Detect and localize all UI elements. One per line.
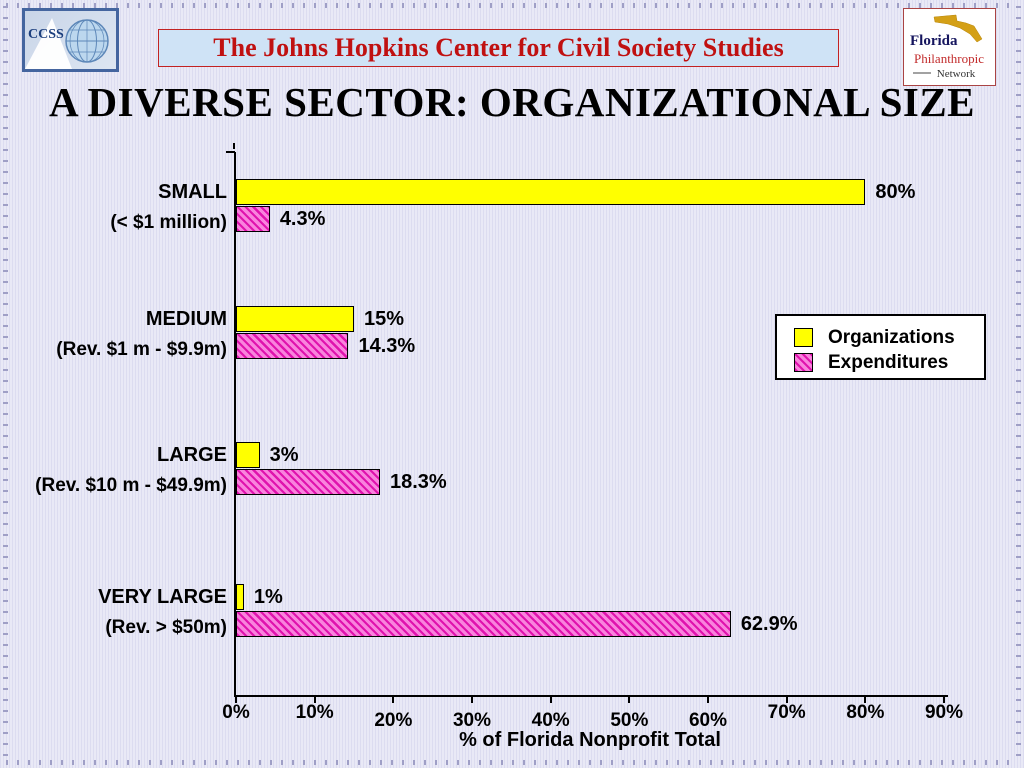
category-sublabel-medium: (Rev. $1 m - $9.9m) [56, 339, 227, 360]
bar-value-organizations-large: 3% [269, 444, 299, 466]
bar-value-expenditures-large: 18.3% [389, 471, 447, 493]
legend: Organizations Expenditures [775, 314, 986, 380]
x-tick-mark-9 [943, 697, 945, 703]
x-tick-label-0: 0% [222, 702, 250, 723]
bar-value-organizations-medium: 15% [364, 308, 405, 330]
expenditures-swatch [794, 353, 813, 372]
florida-logo-line2: Philanthropic [914, 51, 984, 66]
x-tick-label-7: 70% [767, 702, 806, 723]
legend-label-organizations: Organizations [828, 326, 955, 348]
x-tick-mark-1 [313, 697, 316, 703]
bar-value-organizations-small: 80% [875, 181, 916, 203]
bar-value-organizations-very-large: 1% [253, 586, 283, 608]
x-tick-mark-3 [471, 697, 473, 703]
y-axis-line [234, 152, 236, 697]
x-tick-label-4: 40% [531, 710, 570, 731]
bar-organizations-large [236, 442, 260, 468]
florida-logo-line3: Network [937, 68, 976, 80]
globe-icon [65, 19, 109, 63]
x-tick-mark-5 [628, 697, 631, 703]
x-tick-label-6: 60% [688, 710, 728, 731]
x-tick-label-8: 80% [846, 702, 885, 723]
bar-organizations-very-large [236, 584, 244, 610]
johns-hopkins-banner: The Johns Hopkins Center for Civil Socie… [158, 29, 839, 67]
legend-item-organizations: Organizations [777, 325, 984, 350]
florida-map-icon [933, 14, 983, 43]
category-label-large: LARGE [157, 444, 227, 466]
legend-label-expenditures: Expenditures [828, 351, 949, 373]
category-sublabel-very-large: (Rev. > $50m) [105, 617, 227, 638]
x-axis-line [234, 695, 948, 697]
ccss-logo-graphic: CCSS [25, 18, 109, 69]
x-tick-label-3: 30% [452, 710, 492, 731]
ccss-swoosh [25, 18, 72, 69]
legend-item-expenditures: Expenditures [777, 350, 984, 375]
x-tick-mark-7 [785, 697, 788, 703]
bar-value-expenditures-medium: 14.3% [358, 335, 416, 357]
y-axis-top-dash [226, 151, 235, 153]
florida-logo-graphic: Florida Philanthropic Network [910, 14, 984, 80]
x-tick-mark-2 [392, 697, 395, 703]
category-label-very-large: VERY LARGE [98, 586, 227, 608]
page-title: A DIVERSE SECTOR: ORGANIZATIONAL SIZE [48, 79, 976, 125]
florida-logo-line1: Florida [910, 33, 958, 49]
ccss-logo-text: CCSS [28, 27, 64, 42]
x-tick-label-5: 50% [610, 710, 649, 731]
bar-organizations-small [236, 179, 866, 205]
x-tick-mark-6 [707, 697, 709, 703]
bar-expenditures-large [236, 469, 380, 495]
category-sublabel-small: (< $1 million) [110, 212, 227, 233]
bar-expenditures-very-large [236, 611, 731, 637]
bar-expenditures-small [236, 206, 270, 232]
x-tick-mark-8 [864, 697, 867, 703]
x-tick-label-2: 20% [374, 710, 413, 731]
y-axis-top-tick [233, 143, 235, 149]
category-label-small: SMALL [158, 181, 227, 203]
bar-organizations-medium [236, 306, 354, 332]
x-tick-label-1: 10% [295, 702, 334, 723]
bar-expenditures-medium [236, 333, 349, 359]
organizations-swatch [794, 328, 813, 347]
category-sublabel-large: (Rev. $10 m - $49.9m) [35, 475, 227, 496]
x-tick-mark-0 [235, 697, 237, 703]
ccss-logo: CCSS [22, 8, 119, 72]
bar-value-expenditures-very-large: 62.9% [740, 613, 798, 635]
x-axis-title: % of Florida Nonprofit Total [459, 729, 721, 751]
bar-value-expenditures-small: 4.3% [279, 208, 326, 230]
florida-philanthropic-logo: Florida Philanthropic Network [903, 8, 996, 86]
category-label-medium: MEDIUM [145, 308, 227, 330]
x-tick-label-9: 90% [924, 702, 964, 723]
x-tick-mark-4 [549, 697, 552, 703]
